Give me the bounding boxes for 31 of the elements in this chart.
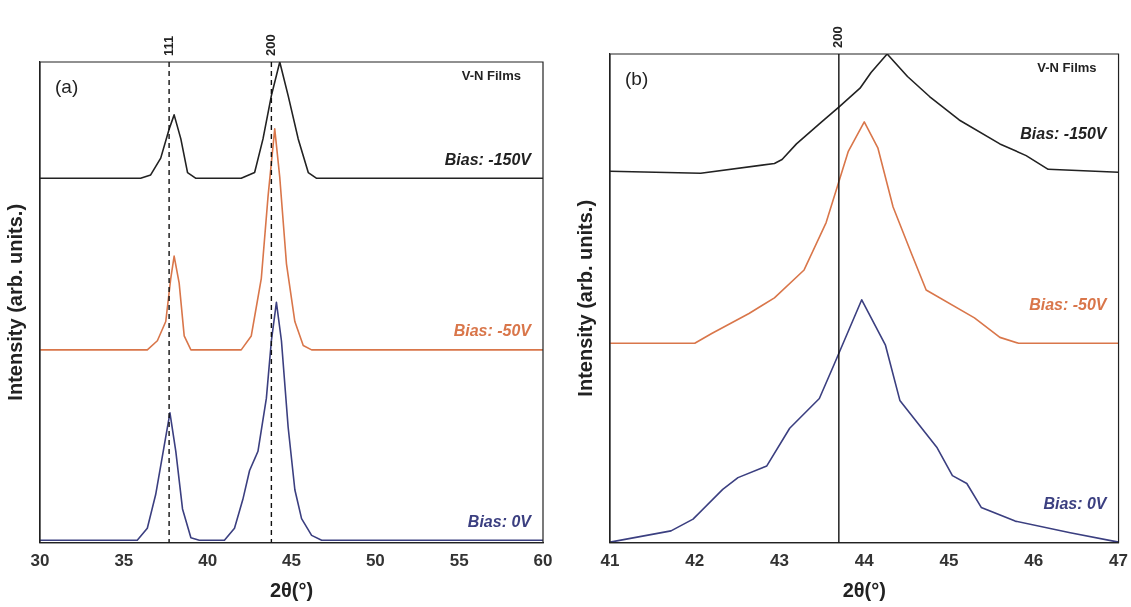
text: 200 — [830, 26, 846, 48]
annotation: (a) — [55, 75, 79, 97]
text: 200 — [262, 34, 278, 56]
x-tick-label: 50 — [365, 551, 385, 571]
x-tick-label: 45 — [282, 551, 301, 571]
series-label: Bias: -50V — [1029, 295, 1108, 313]
x-tick-label: 44 — [854, 551, 875, 571]
x-tick-label: 30 — [30, 551, 50, 571]
series-label: Bias: -50V — [453, 322, 533, 340]
series-label: Bias: 0V — [467, 512, 533, 530]
annotation: (b) — [625, 67, 649, 89]
x-tick-label: 45 — [939, 551, 959, 571]
annotation: V-N Films — [461, 68, 521, 84]
x-tick-label: 40 — [198, 551, 218, 571]
x-tick-label: 55 — [449, 551, 469, 571]
series-label: Bias: 0V — [1043, 494, 1108, 512]
series-label: Bias: -150V — [1020, 124, 1108, 142]
annotation: V-N Films — [1037, 60, 1097, 76]
x-tick-label: 41 — [600, 551, 620, 571]
x-axis-title: 2θ(°) — [269, 578, 314, 601]
text: 111 — [160, 35, 176, 56]
y-axis-title: Intensity (arb. units.) — [3, 203, 26, 401]
x-tick-label: 46 — [1024, 551, 1044, 571]
x-axis-title: 2θ(°) — [842, 578, 886, 601]
x-tick-label: 47 — [1109, 551, 1129, 571]
y-axis-title: Intensity (arb. units.) — [573, 199, 596, 397]
x-tick-label: 60 — [533, 551, 553, 571]
series-label: Bias: -150V — [444, 150, 533, 168]
x-tick-label: 35 — [114, 551, 134, 571]
x-tick-label: 42 — [685, 551, 705, 571]
x-tick-label: 43 — [770, 551, 789, 571]
